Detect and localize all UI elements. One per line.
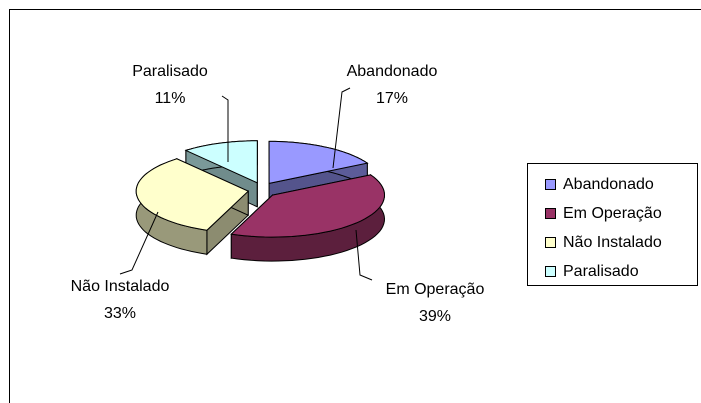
- leader-line: [332, 87, 351, 169]
- legend-label: Abandonado: [563, 176, 654, 193]
- legend-swatch: [545, 237, 556, 248]
- legend-label: Em Operação: [563, 205, 662, 222]
- leader-line: [355, 229, 373, 281]
- legend-swatch: [545, 179, 556, 190]
- legend-swatch: [545, 266, 556, 277]
- data-label-value: 33%: [104, 305, 136, 322]
- data-label-name: Em Operação: [386, 281, 485, 298]
- data-label-value: 39%: [419, 308, 451, 325]
- slice: [184, 140, 258, 184]
- leader-line: [119, 211, 159, 275]
- legend-swatch: [545, 208, 556, 219]
- data-label-value: 11%: [155, 90, 186, 107]
- slice: [268, 140, 369, 185]
- leader-line: [221, 95, 229, 162]
- slice: [135, 158, 250, 231]
- data-label-value: 17%: [376, 90, 408, 107]
- legend-label: Paralisado: [563, 263, 639, 280]
- data-label-name: Não Instalado: [71, 278, 170, 295]
- data-label-name: Abandonado: [347, 63, 438, 80]
- data-label-name: Paralisado: [132, 63, 208, 80]
- legend-label: Não Instalado: [563, 234, 662, 251]
- slice: [230, 174, 386, 238]
